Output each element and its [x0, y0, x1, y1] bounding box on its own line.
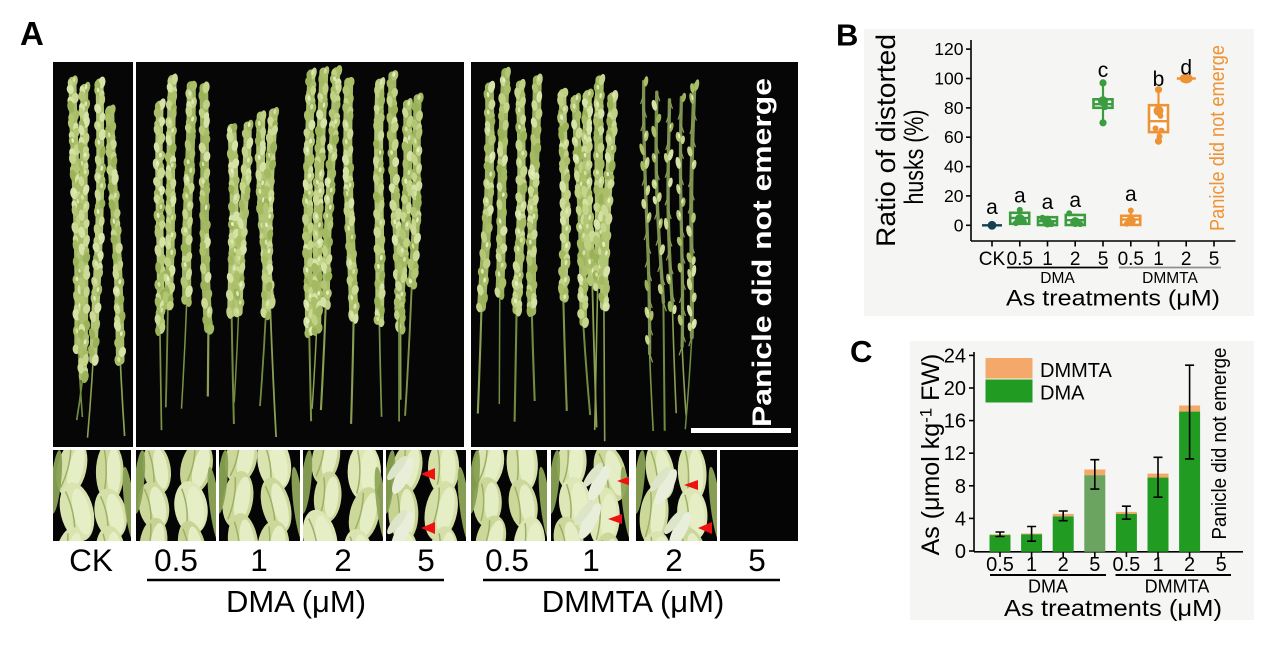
svg-text:1: 1 [250, 542, 268, 578]
svg-text:100: 100 [934, 69, 963, 89]
svg-text:2: 2 [1058, 554, 1069, 576]
svg-text:c: c [1098, 59, 1109, 82]
svg-text:a: a [1042, 191, 1054, 214]
svg-text:2: 2 [334, 542, 352, 578]
svg-text:5: 5 [1098, 249, 1109, 270]
svg-text:CK: CK [979, 249, 1006, 270]
svg-text:5: 5 [1209, 249, 1220, 270]
svg-text:Ratio of distorted: Ratio of distorted [871, 34, 901, 247]
svg-text:24: 24 [944, 345, 966, 367]
svg-text:1: 1 [582, 542, 600, 578]
svg-text:husks (%): husks (%) [899, 110, 929, 205]
svg-text:5: 5 [748, 542, 766, 578]
svg-text:0: 0 [955, 541, 966, 563]
svg-text:20: 20 [944, 186, 964, 206]
svg-text:DMA (μM): DMA (μM) [226, 584, 366, 619]
svg-text:a: a [1069, 189, 1081, 212]
svg-text:DMMTA: DMMTA [1142, 270, 1198, 287]
svg-text:120: 120 [934, 39, 963, 59]
svg-text:B: B [836, 18, 858, 53]
svg-text:2: 2 [1070, 249, 1081, 270]
svg-text:DMMTA (μM): DMMTA (μM) [542, 584, 725, 619]
svg-text:2: 2 [1184, 554, 1195, 576]
svg-text:2: 2 [1181, 249, 1192, 270]
svg-text:DMMTA: DMMTA [1145, 577, 1210, 597]
svg-text:DMA: DMA [1028, 577, 1068, 597]
svg-text:2: 2 [665, 542, 683, 578]
svg-text:8: 8 [955, 476, 966, 498]
svg-text:1: 1 [1026, 554, 1037, 576]
svg-text:1: 1 [1152, 554, 1163, 576]
svg-text:16: 16 [944, 411, 966, 433]
svg-text:As treatments (μM): As treatments (μM) [1006, 286, 1220, 311]
svg-text:1: 1 [1042, 249, 1053, 270]
svg-text:20: 20 [944, 378, 966, 400]
svg-text:1: 1 [1153, 249, 1164, 270]
svg-text:As (μmol kg-1 FW): As (μmol kg-1 FW) [917, 354, 946, 556]
svg-text:0.5: 0.5 [1118, 249, 1144, 270]
svg-text:0.5: 0.5 [154, 542, 198, 578]
svg-text:A: A [20, 15, 44, 52]
svg-text:a: a [986, 196, 998, 219]
svg-text:a: a [1125, 183, 1137, 206]
svg-text:C: C [850, 334, 872, 369]
svg-text:0.5: 0.5 [485, 542, 529, 578]
svg-text:CK: CK [69, 542, 113, 578]
svg-text:As treatments (μM): As treatments (μM) [1004, 595, 1222, 621]
svg-text:5: 5 [1089, 554, 1100, 576]
svg-text:0.5: 0.5 [1112, 554, 1140, 576]
svg-text:60: 60 [944, 127, 964, 147]
svg-text:a: a [1014, 185, 1026, 208]
svg-text:0: 0 [954, 215, 964, 235]
svg-text:5: 5 [1216, 554, 1227, 576]
svg-text:DMA: DMA [1040, 270, 1075, 287]
svg-text:5: 5 [417, 542, 435, 578]
svg-text:Panicle did not emerge: Panicle did not emerge [1207, 45, 1229, 231]
svg-text:d: d [1180, 57, 1192, 80]
svg-text:DMMTA: DMMTA [1040, 360, 1112, 382]
svg-text:b: b [1153, 68, 1165, 91]
svg-text:80: 80 [944, 98, 964, 118]
svg-text:0.5: 0.5 [986, 554, 1014, 576]
svg-text:4: 4 [955, 508, 966, 530]
svg-text:Panicle did not emerge: Panicle did not emerge [1209, 348, 1231, 540]
svg-text:0.5: 0.5 [1007, 249, 1033, 270]
svg-text:Panicle did not emerge: Panicle did not emerge [747, 78, 777, 427]
svg-text:12: 12 [944, 443, 966, 465]
svg-text:40: 40 [944, 157, 964, 177]
svg-text:DMA: DMA [1040, 383, 1085, 405]
